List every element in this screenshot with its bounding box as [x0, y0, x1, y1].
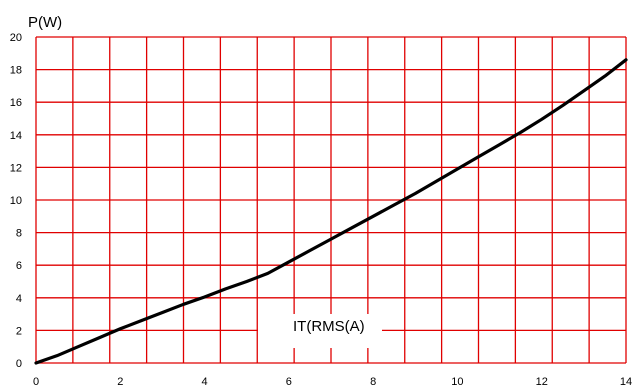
x-tick-label: 8 — [370, 376, 376, 387]
x-tick-label: 10 — [451, 376, 463, 387]
y-tick-label: 2 — [16, 325, 22, 337]
grid — [35, 36, 627, 364]
y-tick-label: 16 — [10, 97, 22, 109]
y-tick-label: 6 — [16, 260, 22, 272]
x-tick-label: 14 — [620, 376, 632, 387]
y-tick-label: 18 — [10, 65, 22, 77]
x-tick-label: 2 — [117, 376, 123, 387]
y-tick-label: 20 — [10, 32, 22, 44]
x-tick-label: 4 — [202, 376, 208, 387]
series-layer — [34, 58, 628, 365]
y-tick-label: 14 — [10, 130, 22, 142]
series-line — [34, 58, 628, 365]
y-axis-title: P(W) — [28, 14, 62, 31]
x-tick-label: 6 — [286, 376, 292, 387]
x-tick-label: 0 — [33, 376, 39, 387]
y-tick-label: 4 — [16, 293, 22, 305]
x-axis-title-box — [258, 314, 382, 348]
y-tick-label: 10 — [10, 195, 22, 207]
x-tick-label: 12 — [536, 376, 548, 387]
tick-labels: 0 2 4 6 8 10 12 14 16 18 20 0 2 4 6 8 10 12 14 — [10, 32, 632, 387]
y-tick-label: 0 — [16, 358, 22, 370]
y-tick-label: 8 — [16, 228, 22, 240]
x-axis-title: IT(RMS(A) — [293, 318, 365, 335]
y-tick-label: 12 — [10, 162, 22, 174]
